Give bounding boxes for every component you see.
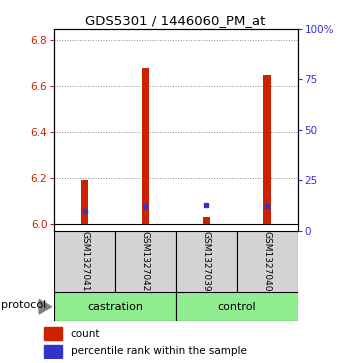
Text: GSM1327040: GSM1327040 bbox=[262, 231, 272, 291]
Bar bbox=[54, 292, 176, 321]
Bar bbox=[264, 75, 271, 224]
Text: control: control bbox=[217, 302, 256, 312]
Text: count: count bbox=[71, 329, 100, 339]
Text: percentile rank within the sample: percentile rank within the sample bbox=[71, 346, 246, 356]
Text: GDS5301 / 1446060_PM_at: GDS5301 / 1446060_PM_at bbox=[85, 15, 265, 28]
Bar bbox=[142, 68, 149, 224]
Text: GSM1327042: GSM1327042 bbox=[141, 231, 150, 291]
Bar bbox=[115, 231, 176, 292]
Bar bbox=[237, 231, 298, 292]
Bar bbox=[176, 292, 298, 321]
Bar bbox=[176, 231, 237, 292]
Polygon shape bbox=[39, 299, 51, 314]
Text: castration: castration bbox=[87, 302, 143, 312]
Bar bbox=[44, 327, 62, 340]
Bar bbox=[44, 344, 62, 358]
Bar bbox=[203, 217, 210, 224]
Text: GSM1327041: GSM1327041 bbox=[80, 231, 89, 291]
Bar bbox=[54, 231, 115, 292]
Text: GSM1327039: GSM1327039 bbox=[202, 231, 211, 292]
Text: protocol: protocol bbox=[1, 300, 46, 310]
Bar bbox=[81, 180, 88, 224]
